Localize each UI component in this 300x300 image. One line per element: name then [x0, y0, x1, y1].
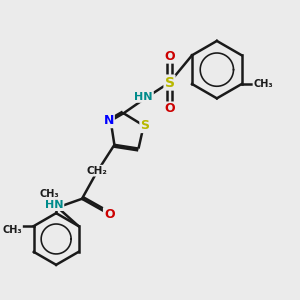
- Text: HN: HN: [134, 92, 153, 102]
- Text: S: S: [140, 119, 149, 132]
- Text: CH₃: CH₃: [39, 189, 59, 199]
- Text: O: O: [164, 50, 175, 63]
- Text: CH₂: CH₂: [86, 166, 107, 176]
- Text: O: O: [164, 103, 175, 116]
- Text: S: S: [164, 76, 175, 90]
- Text: CH₃: CH₃: [2, 224, 22, 235]
- Text: CH₃: CH₃: [254, 79, 273, 89]
- Text: O: O: [104, 208, 115, 221]
- Text: HN: HN: [45, 200, 63, 210]
- Text: N: N: [103, 114, 114, 127]
